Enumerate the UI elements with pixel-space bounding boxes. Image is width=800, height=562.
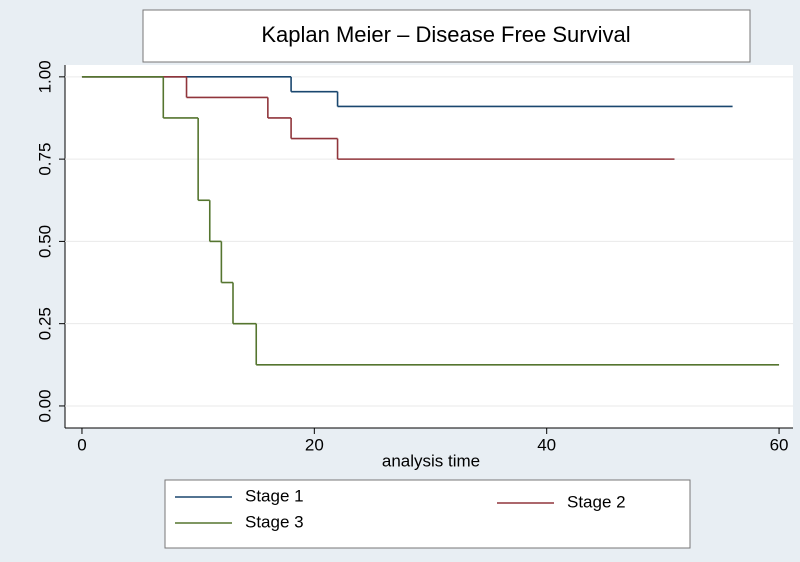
legend-label: Stage 1 <box>245 486 304 505</box>
legend <box>164 479 691 549</box>
y-tick-label: 0.75 <box>35 143 54 176</box>
x-tick-label: 40 <box>537 435 556 454</box>
plot-area <box>65 65 793 428</box>
y-tick-label: 0.50 <box>35 225 54 258</box>
y-tick-label: 0.25 <box>35 307 54 340</box>
x-tick-label: 0 <box>77 435 86 454</box>
x-axis-label: analysis time <box>382 451 480 470</box>
legend-label: Stage 3 <box>245 512 304 531</box>
y-tick-label: 1.00 <box>35 60 54 93</box>
chart-title: Kaplan Meier – Disease Free Survival <box>261 22 630 47</box>
y-tick-label: 0.00 <box>35 389 54 422</box>
legend-label: Stage 2 <box>567 492 626 511</box>
title-box <box>142 9 751 63</box>
x-tick-label: 20 <box>305 435 324 454</box>
x-tick-label: 60 <box>770 435 789 454</box>
